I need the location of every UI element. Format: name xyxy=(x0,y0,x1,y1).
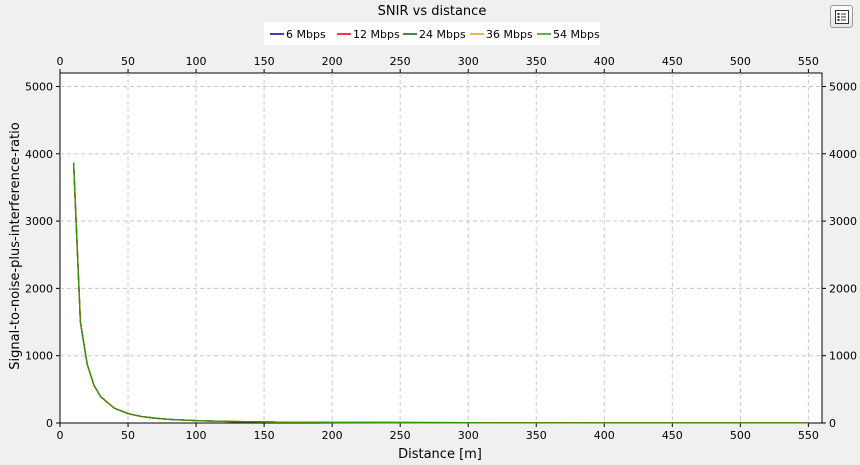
x-tick-label: 200 xyxy=(322,429,343,442)
x-top-tick-label: 0 xyxy=(57,55,64,68)
grid-lines xyxy=(60,73,822,423)
x-top-tick-label: 550 xyxy=(798,55,819,68)
legend-box xyxy=(264,22,600,45)
y-right-tick-label: 0 xyxy=(829,417,836,430)
chart-title: SNIR vs distance xyxy=(378,4,487,19)
x-tick-label: 150 xyxy=(254,429,275,442)
x-tick-label: 300 xyxy=(458,429,479,442)
legend-entry: 6 Mbps xyxy=(286,28,326,41)
x-tick-label: 450 xyxy=(662,429,683,442)
x-top-tick-label: 500 xyxy=(730,55,751,68)
y-right-tick-label: 3000 xyxy=(829,215,857,228)
legend-entry: 54 Mbps xyxy=(553,28,600,41)
y-tick-label: 1000 xyxy=(25,350,53,363)
series-lines xyxy=(72,162,809,424)
y-tick-label: 0 xyxy=(46,417,53,430)
series-line xyxy=(72,162,809,424)
x-tick-label: 500 xyxy=(730,429,751,442)
y-tick-label: 3000 xyxy=(25,215,53,228)
legend-entry: 12 Mbps xyxy=(353,28,400,41)
y-axis-label: Signal-to-noise-plus-interference-ratio xyxy=(8,122,23,369)
x-tick-label: 550 xyxy=(798,429,819,442)
chart-legend: 6 Mbps 12 Mbps 24 Mbps 36 Mbps 54 Mbps xyxy=(264,22,600,45)
y-right-tick-label: 1000 xyxy=(829,350,857,363)
x-tick-label: 100 xyxy=(186,429,207,442)
list-settings-icon xyxy=(835,10,849,24)
x-top-tick-label: 400 xyxy=(594,55,615,68)
plot-area xyxy=(59,72,823,424)
x-top-tick-label: 150 xyxy=(254,55,275,68)
y-right-tick-label: 5000 xyxy=(829,80,857,93)
x-tick-label: 0 xyxy=(57,429,64,442)
x-top-tick-label: 50 xyxy=(121,55,135,68)
axis-ticks: 0050501001001501502002002502503003003503… xyxy=(25,55,857,442)
y-right-tick-label: 2000 xyxy=(829,282,857,295)
x-top-tick-label: 350 xyxy=(526,55,547,68)
x-top-tick-label: 450 xyxy=(662,55,683,68)
chart-options-button[interactable] xyxy=(830,5,853,28)
y-tick-label: 2000 xyxy=(25,282,53,295)
x-tick-label: 50 xyxy=(121,429,135,442)
y-right-tick-label: 4000 xyxy=(829,148,857,161)
x-top-tick-label: 300 xyxy=(458,55,479,68)
x-top-tick-label: 200 xyxy=(322,55,343,68)
legend-entry: 24 Mbps xyxy=(419,28,466,41)
x-tick-label: 350 xyxy=(526,429,547,442)
y-tick-label: 4000 xyxy=(25,148,53,161)
x-tick-label: 400 xyxy=(594,429,615,442)
y-tick-label: 5000 xyxy=(25,80,53,93)
x-tick-label: 250 xyxy=(390,429,411,442)
legend-entry: 36 Mbps xyxy=(486,28,533,41)
x-top-tick-label: 250 xyxy=(390,55,411,68)
x-axis-label: Distance [m] xyxy=(398,447,482,462)
x-top-tick-label: 100 xyxy=(186,55,207,68)
